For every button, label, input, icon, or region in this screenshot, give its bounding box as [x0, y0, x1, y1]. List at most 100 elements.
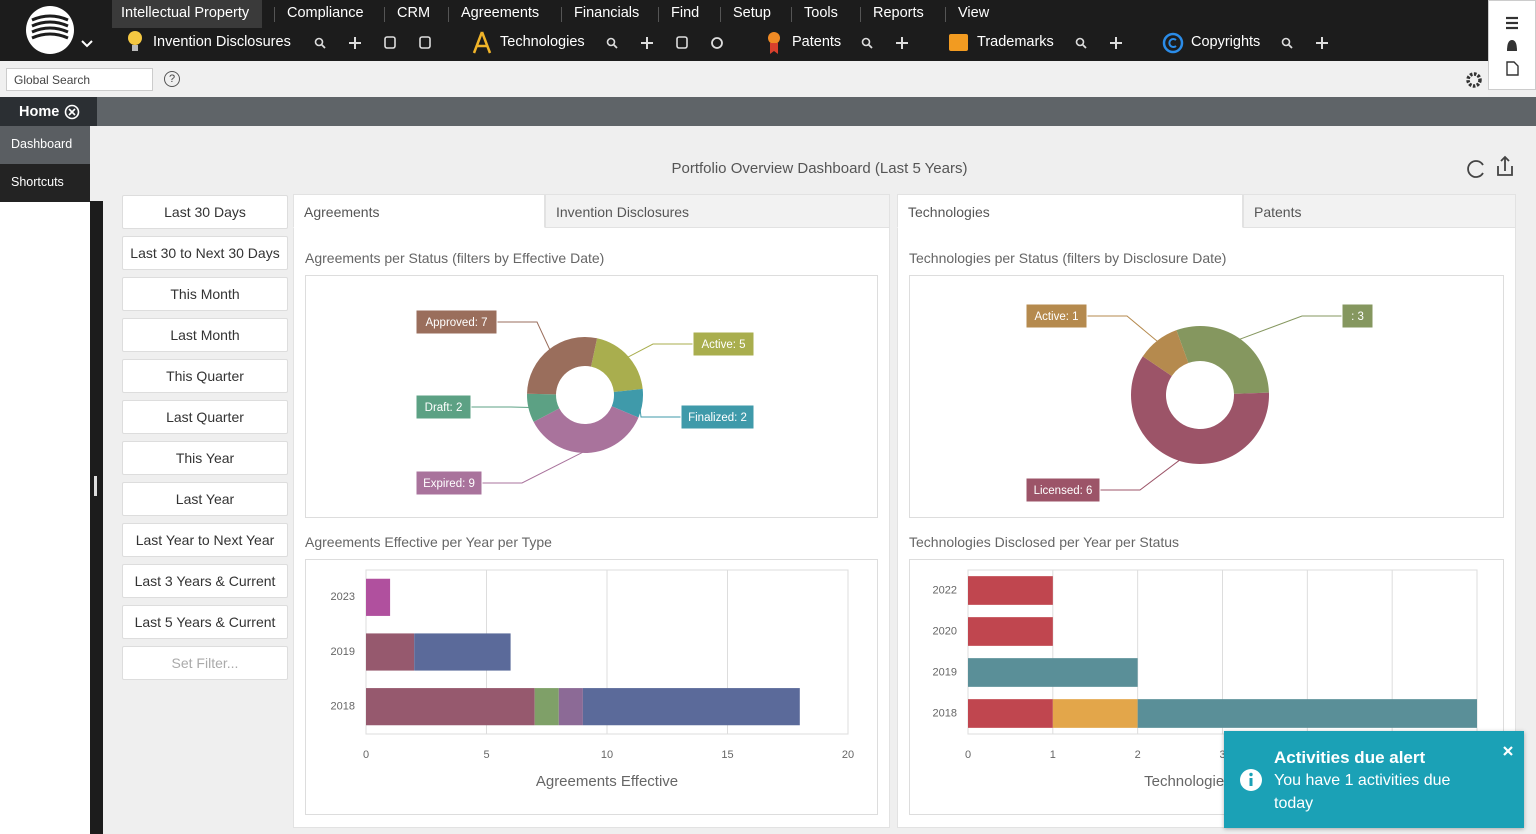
menu-selected-bg: [112, 0, 262, 28]
search-icon-handle: [1287, 43, 1293, 49]
filter-button[interactable]: Last Month: [122, 318, 288, 352]
logo-caret: [81, 40, 93, 48]
chart-title: Technologies per Status (filters by Disc…: [909, 250, 1227, 266]
home-tab-bg: [0, 97, 97, 126]
menu-item[interactable]: Financials: [574, 5, 640, 21]
home-tab[interactable]: Home: [19, 104, 60, 120]
close-x: [68, 108, 76, 116]
data-label: Finalized: 2: [688, 412, 747, 424]
label-box: [415, 394, 472, 420]
menu-item[interactable]: Reports: [873, 5, 924, 21]
help-icon[interactable]: ?: [164, 71, 180, 87]
y-tick-label: 2019: [933, 666, 957, 678]
sidebar-gap: [90, 126, 103, 201]
label-box: [415, 470, 483, 496]
menu-item[interactable]: Find: [671, 5, 700, 21]
menu-item[interactable]: Tools: [804, 5, 838, 21]
filter-button[interactable]: Last 30 Days: [122, 195, 288, 229]
y-tick-label: 2022: [933, 584, 957, 596]
module-link[interactable]: Trademarks: [977, 34, 1054, 50]
toast-close[interactable]: [1503, 746, 1513, 756]
menu-item[interactable]: View: [958, 5, 990, 21]
logo-stripe: [31, 26, 69, 34]
bar-segment: [582, 688, 800, 726]
filter-button[interactable]: Last Quarter: [122, 400, 288, 434]
sidebar-item[interactable]: Shortcuts: [0, 164, 90, 202]
filter-button[interactable]: Last Year to Next Year: [122, 523, 288, 557]
search-icon-handle: [1081, 43, 1087, 49]
bar-segment: [366, 578, 391, 616]
panel-tab[interactable]: Patents: [1243, 194, 1516, 228]
search-row: [0, 61, 1488, 97]
module-link[interactable]: Technologies: [500, 34, 585, 50]
menu-item[interactable]: Agreements: [461, 5, 540, 21]
set-filter-button[interactable]: Set Filter...: [122, 646, 288, 680]
tm-icon: [949, 34, 968, 51]
search-icon-handle: [612, 43, 618, 49]
bulb-base: [132, 45, 138, 51]
sidebar: [0, 126, 90, 834]
add-icon: [1316, 37, 1328, 49]
filter-button[interactable]: This Quarter: [122, 359, 288, 393]
toast-icons: [1240, 746, 1513, 791]
menu-separator: [448, 7, 449, 22]
leader-line: [482, 449, 588, 484]
x-tick-label: 15: [721, 749, 733, 761]
panel-tab[interactable]: Agreements: [293, 194, 545, 228]
global-search[interactable]: Global Search: [6, 68, 153, 91]
copyright-icon: [1162, 32, 1184, 54]
panel-tab[interactable]: Invention Disclosures: [545, 194, 890, 228]
logo-stripe: [31, 20, 69, 28]
search-icon: [861, 37, 871, 47]
x-tick-label: 1: [1050, 749, 1056, 761]
module-link[interactable]: Invention Disclosures: [153, 34, 291, 50]
leader-line: [497, 321, 552, 353]
x-tick-label: 20: [842, 749, 854, 761]
module-link[interactable]: Patents: [792, 34, 842, 50]
x-tick-label: 0: [363, 749, 369, 761]
label-box: [1025, 477, 1101, 503]
logo-stripe: [31, 14, 69, 22]
close-tab-icon: [64, 104, 80, 120]
filter-button[interactable]: Last 3 Years & Current: [122, 564, 288, 598]
label-box: [415, 309, 498, 335]
chart-box: [305, 275, 878, 518]
menu-item[interactable]: CRM: [397, 5, 431, 21]
data-label: Expired: 9: [423, 478, 475, 490]
leader-line: [1100, 458, 1183, 491]
sidebar-item[interactable]: Dashboard: [0, 126, 90, 164]
logo-stripe: [31, 32, 69, 40]
module-link[interactable]: Copyrights: [1191, 34, 1261, 50]
filter-button[interactable]: This Month: [122, 277, 288, 311]
menu-separator: [791, 7, 792, 22]
bar-segment: [1137, 699, 1477, 728]
filter-button[interactable]: Last Year: [122, 482, 288, 516]
filter-button[interactable]: Last 5 Years & Current: [122, 605, 288, 639]
y-tick-label: 2019: [331, 646, 355, 658]
chart: : 3 Licensed: 6 Active: 1: [1025, 303, 1374, 503]
info-stem: [1249, 778, 1253, 786]
panel-tab[interactable]: Technologies: [897, 194, 1243, 228]
add-icon: [349, 37, 361, 49]
menu-item[interactable]: Compliance: [287, 5, 364, 21]
menu-item[interactable]: Intellectual Property: [121, 5, 250, 21]
data-label: Draft: 2: [425, 402, 463, 414]
donut-slice: [1142, 330, 1189, 376]
leader-line: [625, 343, 693, 359]
bar-segment: [558, 688, 583, 726]
menu-item[interactable]: Setup: [733, 5, 771, 21]
sidebar-divider: [90, 201, 103, 834]
donut-slice: [533, 406, 639, 453]
search-icon: [606, 37, 616, 47]
x-tick-label: 3: [1219, 749, 1225, 761]
filter-button[interactable]: Last 30 to Next 30 Days: [122, 236, 288, 270]
filter-button[interactable]: This Year: [122, 441, 288, 475]
award-ribbon: [770, 43, 778, 54]
search-icon: [1281, 37, 1291, 47]
menu-separator: [945, 7, 946, 22]
search-icon: [314, 37, 324, 47]
menu-separator: [720, 7, 721, 22]
bar-segment: [968, 699, 1053, 728]
bar-segment: [968, 576, 1053, 605]
donut-slice: [527, 337, 598, 395]
